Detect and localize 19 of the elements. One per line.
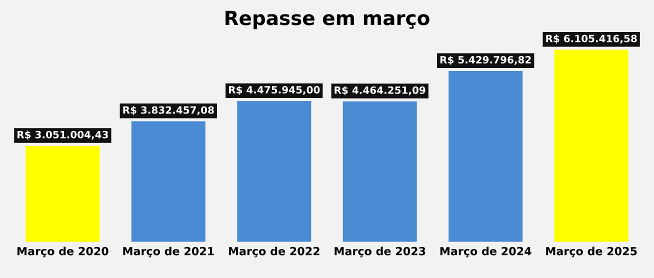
x-tick-label: Março de 2025 bbox=[546, 246, 637, 258]
bar bbox=[342, 101, 417, 242]
chart-title: Repasse em março bbox=[226, 10, 430, 30]
data-label: R$ 4.464.251,09 bbox=[334, 86, 426, 96]
data-label: R$ 3.832.457,08 bbox=[123, 106, 214, 116]
data-label: R$ 6.105.416,58 bbox=[546, 34, 637, 44]
data-label: R$ 5.429.796,82 bbox=[440, 56, 531, 65]
bar bbox=[237, 101, 312, 242]
data-label: R$ 4.475.945,00 bbox=[228, 86, 320, 95]
bar bbox=[448, 71, 523, 242]
x-tick-label: Março de 2021 bbox=[123, 246, 214, 258]
x-tick-label: Março de 2020 bbox=[17, 246, 108, 258]
bar bbox=[26, 146, 100, 242]
x-tick-label: Março de 2022 bbox=[228, 246, 320, 258]
bar bbox=[131, 121, 206, 242]
x-tick-label: Março de 2024 bbox=[440, 246, 532, 258]
bar bbox=[554, 50, 628, 242]
x-tick-label: Março de 2023 bbox=[334, 246, 426, 258]
data-label: R$ 3.051.004,43 bbox=[18, 130, 108, 140]
